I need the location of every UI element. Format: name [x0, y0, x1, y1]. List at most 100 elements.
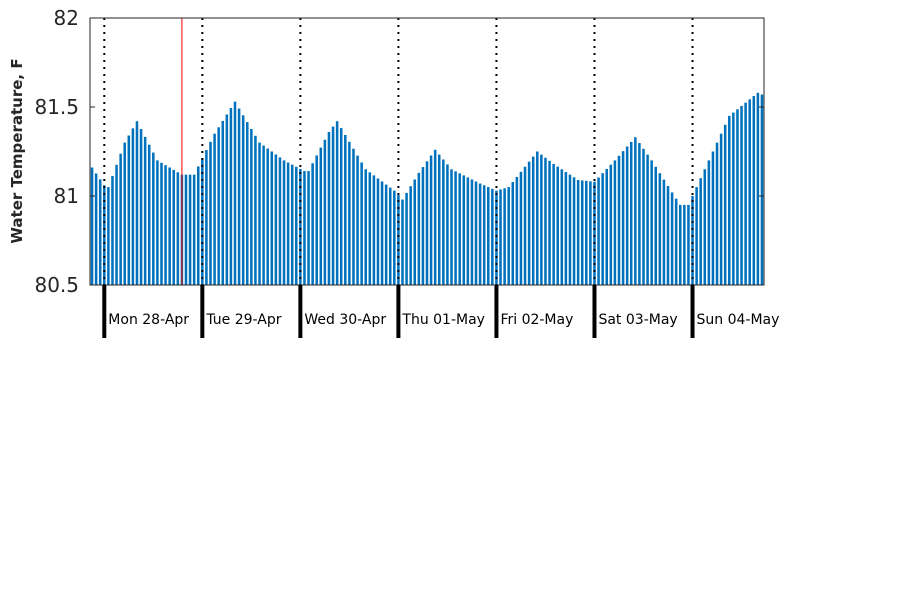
bar [135, 121, 139, 286]
bar [519, 171, 523, 285]
bar [740, 105, 743, 286]
bar [446, 164, 449, 285]
bar [548, 160, 551, 285]
bar [642, 148, 645, 285]
bar [401, 199, 404, 285]
bar [331, 126, 335, 285]
day-label: Tue 29-Apr [205, 312, 281, 328]
bar [474, 181, 478, 285]
x-axis-day-labels: Mon 28-Apr Tue 29-Apr Wed 30-Apr Thu 01-May… [102, 285, 780, 338]
bar [286, 162, 290, 285]
bar [176, 172, 180, 285]
y-axis-label: Water Temperature, F [8, 58, 26, 243]
bar [650, 160, 653, 285]
y-tick-label: 80.5 [34, 273, 79, 297]
bar [495, 190, 498, 285]
bar [442, 159, 445, 285]
bar [282, 160, 286, 285]
bar [274, 154, 278, 285]
bar [711, 151, 715, 285]
bar [356, 155, 359, 285]
bar [760, 94, 764, 285]
bar [719, 133, 723, 285]
bar [695, 187, 698, 285]
bar [388, 187, 392, 285]
day-label: Thu 01-May [401, 312, 485, 328]
bar [634, 137, 637, 285]
bar [437, 154, 441, 285]
bar [339, 128, 343, 285]
bar [168, 167, 171, 285]
bar [585, 180, 588, 285]
bar [544, 157, 547, 285]
y-axis: 80.5 81 81.5 82 [34, 6, 764, 297]
bar [613, 160, 617, 285]
bar [487, 187, 490, 285]
bar [523, 166, 527, 285]
bar [278, 157, 282, 285]
bar [111, 175, 114, 285]
bar [123, 142, 126, 285]
bar [564, 171, 568, 285]
bar [352, 148, 355, 285]
bar [290, 164, 294, 285]
bar [540, 154, 543, 285]
bar [511, 182, 515, 285]
bar [225, 114, 229, 285]
bar [515, 176, 519, 285]
bar [229, 108, 233, 286]
bar [482, 185, 486, 285]
bar [209, 141, 212, 285]
bar [568, 174, 572, 285]
bar [327, 131, 331, 285]
bar [184, 174, 188, 285]
bar [152, 152, 155, 285]
bar [147, 144, 151, 285]
y-tick-label: 82 [54, 6, 79, 30]
bar [270, 151, 274, 285]
bar [213, 133, 216, 285]
bar [233, 101, 237, 285]
bar [254, 135, 257, 285]
bar [531, 156, 535, 285]
bar [156, 160, 159, 285]
bar [752, 96, 756, 286]
day-label: Sun 04-May [697, 312, 780, 328]
bar [119, 153, 122, 285]
bar [205, 150, 208, 285]
bar [503, 188, 506, 285]
bar [307, 171, 310, 285]
bar [454, 171, 457, 285]
bar [662, 179, 666, 285]
bar [131, 128, 135, 285]
bar [683, 204, 686, 285]
bar [364, 169, 367, 285]
bar [732, 112, 735, 285]
bar [609, 164, 613, 285]
day-label: Wed 30-Apr [304, 312, 386, 328]
bar [728, 115, 731, 286]
bar [417, 172, 421, 285]
bar [90, 167, 94, 285]
bar [748, 99, 751, 285]
bar [572, 177, 576, 285]
bar [196, 166, 200, 285]
bar [192, 174, 196, 285]
bar [723, 124, 727, 285]
bar [303, 171, 306, 285]
bar [433, 149, 437, 285]
bar [654, 166, 658, 285]
bar [605, 168, 608, 285]
bar [638, 143, 641, 285]
bar [164, 165, 167, 285]
bar-series [90, 92, 764, 286]
bar [552, 163, 555, 285]
bar [421, 167, 425, 285]
bar [429, 155, 433, 285]
bar [646, 154, 649, 285]
bar [425, 161, 429, 285]
bar [593, 181, 596, 285]
day-gridlines [103, 18, 694, 285]
bar [311, 163, 314, 285]
bar [601, 173, 604, 285]
